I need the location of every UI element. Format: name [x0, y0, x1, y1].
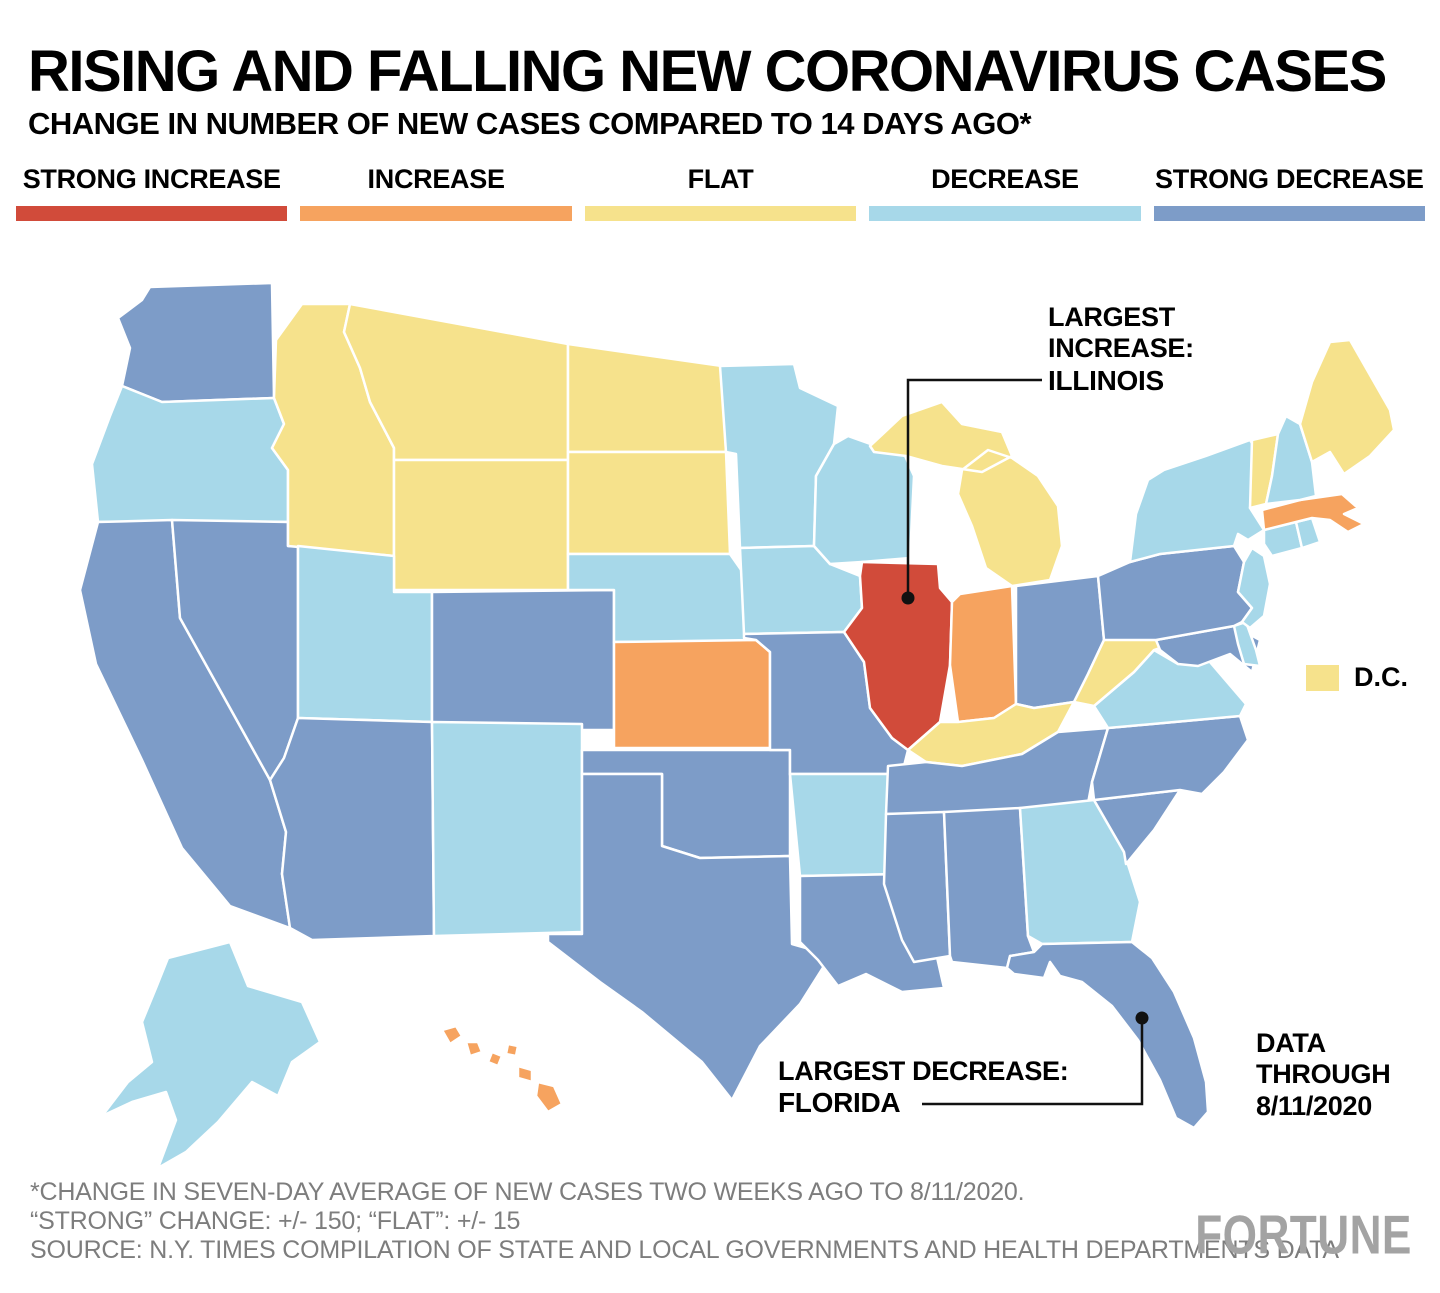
- state-il: [842, 560, 954, 752]
- state-or: [90, 384, 290, 524]
- legend-item-increase: INCREASE: [300, 164, 572, 221]
- legend-item-strong-decrease: STRONG DECREASE: [1153, 164, 1426, 221]
- largest-increase-line1: LARGEST: [1048, 302, 1175, 332]
- state-az: [268, 716, 436, 942]
- state-nj: [1236, 546, 1272, 630]
- state-pa: [1096, 544, 1254, 642]
- legend-swatch-flat: [584, 206, 857, 221]
- state-nc: [1090, 714, 1250, 802]
- data-through-note: DATA THROUGH 8/11/2020: [1256, 1028, 1391, 1122]
- state-co: [430, 588, 616, 732]
- dc-label: D.C.: [1354, 662, 1408, 692]
- states-layer: [78, 281, 1396, 1170]
- largest-increase-annotation: LARGEST INCREASE: ILLINOIS: [1048, 302, 1194, 397]
- page-title: RISING AND FALLING NEW CORONAVIRUS CASES: [28, 39, 1387, 104]
- state-wi: [812, 434, 916, 566]
- illinois-callout-line: [906, 378, 1042, 598]
- state-tx: [546, 772, 826, 1102]
- data-through-line3: 8/11/2020: [1256, 1090, 1372, 1121]
- page-subtitle: CHANGE IN NUMBER OF NEW CASES COMPARED T…: [28, 106, 1032, 141]
- largest-decrease-label: LARGEST DECREASE:: [778, 1056, 1069, 1086]
- legend-label-strong-increase: STRONG INCREASE: [22, 164, 281, 194]
- state-ks: [612, 638, 772, 750]
- legend-swatch-decrease: [869, 206, 1141, 221]
- state-fl: [1005, 940, 1210, 1130]
- legend: STRONG INCREASE INCREASE FLAT DECREASE S…: [16, 164, 1426, 221]
- legend-swatch-strong-increase: [16, 206, 288, 221]
- state-nd: [566, 342, 728, 454]
- illinois-callout: [901, 378, 1042, 605]
- florida-callout-line: [922, 1018, 1144, 1106]
- florida-callout: [922, 1011, 1149, 1106]
- footnote-thresholds: “STRONG” CHANGE: +/- 150; “FLAT”: +/- 15: [30, 1206, 521, 1235]
- state-wa: [116, 281, 276, 404]
- state-nm: [430, 720, 584, 938]
- legend-label-flat: FLAT: [687, 164, 754, 194]
- largest-decrease-annotation: LARGEST DECREASE: FLORIDA: [778, 1056, 1069, 1120]
- state-ma: [1260, 492, 1366, 534]
- legend-item-strong-increase: STRONG INCREASE: [16, 164, 288, 221]
- state-ak: [100, 940, 322, 1170]
- legend-swatch-strong-decrease: [1153, 206, 1426, 221]
- data-through-line2: THROUGH: [1256, 1059, 1391, 1090]
- data-through-line1: DATA: [1256, 1028, 1326, 1058]
- state-hi: [440, 1024, 564, 1114]
- state-mi: [868, 400, 1064, 588]
- footnote-source: SOURCE: N.Y. TIMES COMPILATION OF STATE …: [30, 1235, 1339, 1264]
- legend-label-decrease: DECREASE: [931, 164, 1079, 194]
- fortune-logo: FORTUNE: [1195, 1205, 1412, 1266]
- legend-label-increase: INCREASE: [367, 164, 505, 194]
- legend-item-decrease: DECREASE: [869, 164, 1141, 221]
- legend-label-strong-decrease: STRONG DECREASE: [1155, 164, 1424, 194]
- dc-legend: D.C.: [1306, 662, 1408, 693]
- footnote-change: *CHANGE IN SEVEN-DAY AVERAGE OF NEW CASE…: [30, 1178, 1025, 1206]
- state-wy: [392, 458, 570, 592]
- largest-increase-line2: INCREASE:: [1048, 333, 1194, 364]
- footnotes: *CHANGE IN SEVEN-DAY AVERAGE OF NEW CASE…: [30, 1178, 1339, 1264]
- state-sd: [566, 450, 732, 556]
- state-in: [948, 584, 1018, 724]
- largest-decrease-state: FLORIDA: [778, 1087, 901, 1119]
- florida-callout-dot: [1135, 1011, 1149, 1025]
- legend-item-flat: FLAT: [584, 164, 857, 221]
- state-me: [1298, 338, 1396, 476]
- largest-increase-state: ILLINOIS: [1048, 364, 1164, 396]
- state-ny: [1128, 438, 1266, 564]
- legend-swatch-increase: [300, 206, 572, 221]
- illinois-callout-dot: [901, 591, 915, 605]
- dc-swatch: [1306, 664, 1339, 691]
